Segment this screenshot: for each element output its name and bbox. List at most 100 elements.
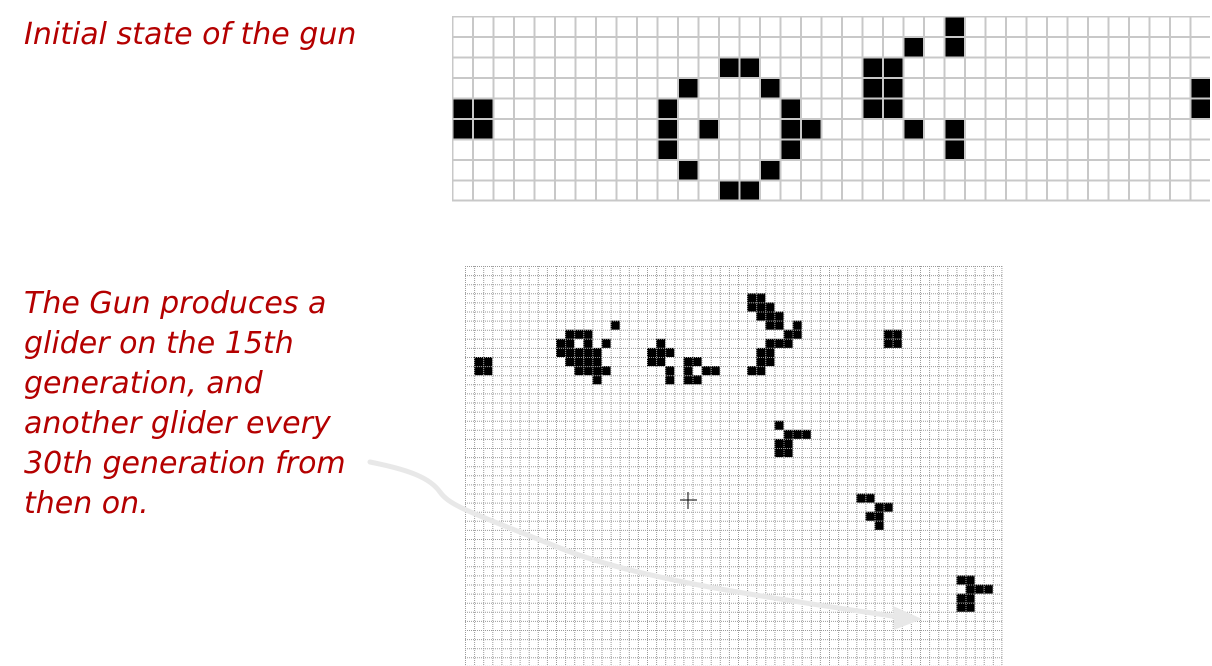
live-cell — [710, 366, 720, 376]
live-cell — [701, 366, 711, 376]
live-cell — [965, 602, 975, 612]
live-cell — [944, 139, 965, 160]
live-cell — [474, 366, 484, 376]
live-cell — [759, 159, 780, 180]
live-cell — [601, 366, 611, 376]
live-cell — [656, 338, 666, 348]
live-cell — [865, 511, 875, 521]
live-cell — [657, 118, 678, 139]
live-cell — [747, 293, 757, 303]
live-cell — [452, 118, 473, 139]
live-cell — [665, 347, 675, 357]
live-cell — [780, 118, 801, 139]
live-cell — [792, 320, 802, 330]
live-cell — [882, 57, 903, 78]
live-cell — [903, 118, 924, 139]
live-cell — [883, 502, 893, 512]
live-cell — [747, 366, 757, 376]
live-cell — [592, 366, 602, 376]
live-cell — [783, 329, 793, 339]
live-cell — [759, 77, 780, 98]
live-cell — [856, 493, 866, 503]
live-cell — [774, 320, 784, 330]
live-cell — [565, 357, 575, 367]
live-cell — [574, 329, 584, 339]
live-cell — [677, 159, 698, 180]
live-cell — [944, 118, 965, 139]
live-cell — [765, 357, 775, 367]
live-cell — [965, 575, 975, 585]
live-cell — [657, 98, 678, 119]
live-cell — [756, 302, 766, 312]
live-cell — [780, 98, 801, 119]
live-cell — [874, 502, 884, 512]
live-cell — [574, 366, 584, 376]
live-cell — [565, 347, 575, 357]
live-cell — [862, 77, 883, 98]
live-cell — [792, 429, 802, 439]
live-cell — [583, 338, 593, 348]
live-cell — [472, 118, 493, 139]
live-cell — [965, 593, 975, 603]
live-cell — [765, 311, 775, 321]
live-cell — [756, 311, 766, 321]
live-cell — [677, 77, 698, 98]
live-cell — [792, 329, 802, 339]
live-cell — [665, 366, 675, 376]
live-cell — [956, 575, 966, 585]
live-cell — [783, 338, 793, 348]
live-cell — [583, 366, 593, 376]
live-cell — [865, 493, 875, 503]
live-cell — [610, 320, 620, 330]
live-cell — [874, 511, 884, 521]
live-cell — [765, 320, 775, 330]
live-cell — [783, 429, 793, 439]
live-cell — [882, 77, 903, 98]
live-cell — [747, 302, 757, 312]
live-cell — [474, 357, 484, 367]
live-cell — [483, 366, 493, 376]
live-cell — [718, 57, 739, 78]
live-cell — [657, 139, 678, 160]
live-cell — [683, 366, 693, 376]
live-cell — [683, 375, 693, 385]
live-cell — [656, 357, 666, 367]
live-cell — [556, 347, 566, 357]
live-cell — [665, 375, 675, 385]
live-cell — [647, 347, 657, 357]
live-cell — [692, 375, 702, 385]
live-cell — [882, 98, 903, 119]
live-cell — [783, 438, 793, 448]
live-cell — [592, 375, 602, 385]
live-cell — [565, 338, 575, 348]
live-cell — [974, 584, 984, 594]
live-cell — [472, 98, 493, 119]
live-cell — [739, 180, 760, 201]
live-cell — [765, 338, 775, 348]
live-cell — [783, 448, 793, 458]
live-cell — [944, 36, 965, 57]
live-cell — [756, 357, 766, 367]
live-cell — [739, 57, 760, 78]
live-cell — [774, 448, 784, 458]
live-cell — [944, 16, 965, 37]
live-cell — [1190, 77, 1210, 98]
live-cell — [774, 438, 784, 448]
live-cell — [983, 584, 993, 594]
live-cell — [756, 366, 766, 376]
live-cell — [756, 293, 766, 303]
live-cell — [892, 329, 902, 339]
initial-state-caption: Initial state of the gun — [24, 17, 357, 52]
live-cell — [774, 338, 784, 348]
live-cell — [683, 357, 693, 367]
live-cell — [592, 347, 602, 357]
live-cell — [592, 357, 602, 367]
live-cell — [800, 118, 821, 139]
live-cell — [1190, 98, 1210, 119]
live-cell — [452, 98, 473, 119]
live-cell — [583, 329, 593, 339]
live-cell — [765, 347, 775, 357]
live-cell — [965, 584, 975, 594]
live-cell — [756, 347, 766, 357]
live-cell — [862, 98, 883, 119]
